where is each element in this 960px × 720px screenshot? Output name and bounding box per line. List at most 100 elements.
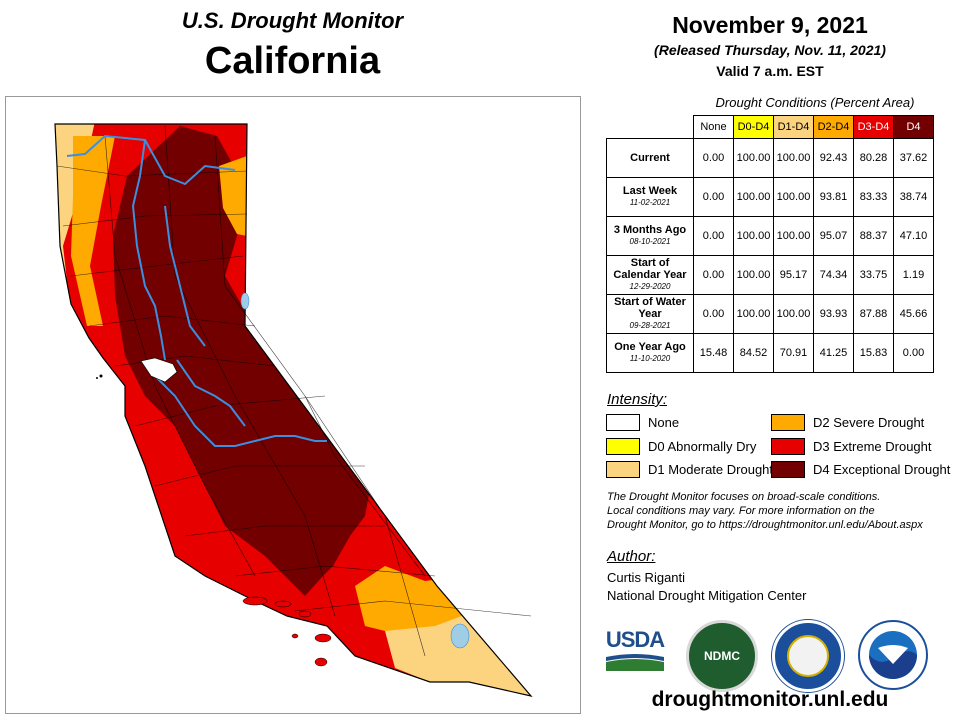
channel-islands (242, 596, 332, 667)
legend-swatch (606, 461, 640, 478)
d4-region (113, 126, 377, 596)
legend-swatch (606, 438, 640, 455)
california-drought-map (54, 123, 533, 697)
legend-item-d4: D4 Exceptional Drought (771, 461, 950, 478)
note-line: Drought Monitor, go to https://droughtmo… (607, 519, 923, 531)
table-row: Start of Water Year 09-28-2021 0.00 100.0… (606, 294, 934, 334)
table-cell: 33.75 (853, 255, 894, 295)
table-cell: 100.00 (733, 294, 774, 334)
table-cell: 0.00 (693, 177, 734, 217)
table-cell: 100.00 (733, 255, 774, 295)
release-date: (Released Thursday, Nov. 11, 2021) (654, 42, 886, 58)
usda-wordmark: USDA (605, 627, 665, 652)
d4-region-east (485, 540, 503, 586)
note-line: Local conditions may vary. For more info… (607, 505, 875, 517)
table-cell: 84.52 (733, 333, 774, 373)
state-title: California (204, 40, 381, 82)
table-cell: 83.33 (853, 177, 894, 217)
county-lines (56, 125, 532, 657)
valid-time: Valid 7 a.m. EST (716, 63, 824, 79)
farallon-islands (96, 374, 103, 379)
table-cell: 95.07 (813, 216, 854, 256)
table-cell: 45.66 (893, 294, 934, 334)
legend-item-none: None (606, 414, 679, 431)
col-d3-d4: D3-D4 (853, 115, 894, 139)
row-label: Last Week 11-02-2021 (606, 177, 694, 217)
drought-conditions-table: None D0-D4 D1-D4 D2-D4 D3-D4 D4 Current … (606, 115, 934, 373)
author-organization: National Drought Mitigation Center (607, 588, 807, 603)
table-cell: 88.37 (853, 216, 894, 256)
table-cell: 93.81 (813, 177, 854, 217)
d2-region-coast (71, 136, 115, 326)
table-cell: 100.00 (773, 294, 814, 334)
table-cell: 93.93 (813, 294, 854, 334)
legend-item-d3: D3 Extreme Drought (771, 438, 932, 455)
table-cell: 95.17 (773, 255, 814, 295)
noaa-emblem (869, 631, 917, 679)
note-line: The Drought Monitor focuses on broad-sca… (607, 491, 881, 503)
website-url: droughtmonitor.unl.edu (651, 688, 889, 711)
lake-tahoe (240, 292, 250, 310)
row-label: Current (606, 138, 694, 178)
col-none: None (693, 115, 734, 139)
map-frame (5, 96, 581, 714)
table-cell: 41.25 (813, 333, 854, 373)
usda-stripes (606, 654, 664, 671)
ndmc-seal-icon: NDMC (686, 620, 758, 692)
col-d1-d4: D1-D4 (773, 115, 814, 139)
table-cell: 100.00 (733, 216, 774, 256)
map-title: U.S. Drought Monitor (181, 8, 404, 33)
table-cell: 0.00 (693, 138, 734, 178)
table-row: One Year Ago 11-10-2020 15.48 84.52 70.91… (606, 333, 934, 373)
legend-swatch (771, 438, 805, 455)
table-cell: 47.10 (893, 216, 934, 256)
map-date: November 9, 2021 (672, 12, 868, 38)
table-cell: 70.91 (773, 333, 814, 373)
table-cell: 74.34 (813, 255, 854, 295)
table-cell: 100.00 (733, 138, 774, 178)
col-d4: D4 (893, 115, 934, 139)
table-cell: 0.00 (893, 333, 934, 373)
table-cell: 15.48 (693, 333, 734, 373)
legend-swatch (771, 414, 805, 431)
table-cell: 100.00 (773, 216, 814, 256)
legend-label: D4 Exceptional Drought (813, 462, 951, 477)
legend-label: D3 Extreme Drought (813, 439, 932, 454)
col-d0-d4: D0-D4 (733, 115, 774, 139)
rivers (66, 134, 327, 447)
state-outline (54, 123, 533, 697)
table-corner (607, 116, 694, 139)
table-cell: 15.83 (853, 333, 894, 373)
table-cell: 0.00 (693, 216, 734, 256)
table-cell: 80.28 (853, 138, 894, 178)
legend-label: D0 Abnormally Dry (648, 439, 757, 454)
row-label: Start of Calendar Year 12-29-2020 (606, 255, 694, 295)
legend-swatch (606, 414, 640, 431)
table-cell: 37.62 (893, 138, 934, 178)
table-cell: 87.88 (853, 294, 894, 334)
table-row: Current 0.00 100.00 100.00 92.43 80.28 3… (606, 138, 934, 178)
department-of-commerce-seal-icon (772, 620, 844, 692)
table-cell: 1.19 (893, 255, 934, 295)
author-heading: Author: (607, 548, 656, 565)
bay-water (140, 357, 178, 383)
legend-label: D1 Moderate Drought (648, 462, 774, 477)
table-row: 3 Months Ago 08-10-2021 0.00 100.00 100.0… (606, 216, 934, 256)
legend-swatch (771, 461, 805, 478)
legend-item-d2: D2 Severe Drought (771, 414, 924, 431)
table-cell: 38.74 (893, 177, 934, 217)
salton-sea (450, 623, 470, 649)
noaa-logo-icon (858, 620, 928, 690)
row-label: 3 Months Ago 08-10-2021 (606, 216, 694, 256)
legend-label: None (648, 415, 680, 430)
legend-item-d1: D1 Moderate Drought (606, 461, 773, 478)
d2-region-north (219, 156, 247, 236)
usda-logo-icon: USDA (605, 626, 665, 672)
row-label: Start of Water Year 09-28-2021 (606, 294, 694, 334)
table-cell: 100.00 (773, 138, 814, 178)
table-cell: 0.00 (693, 255, 734, 295)
table-cell: 100.00 (773, 177, 814, 217)
legend-item-d0: D0 Abnormally Dry (606, 438, 756, 455)
table-cell: 0.00 (693, 294, 734, 334)
row-label: One Year Ago 11-10-2020 (606, 333, 694, 373)
